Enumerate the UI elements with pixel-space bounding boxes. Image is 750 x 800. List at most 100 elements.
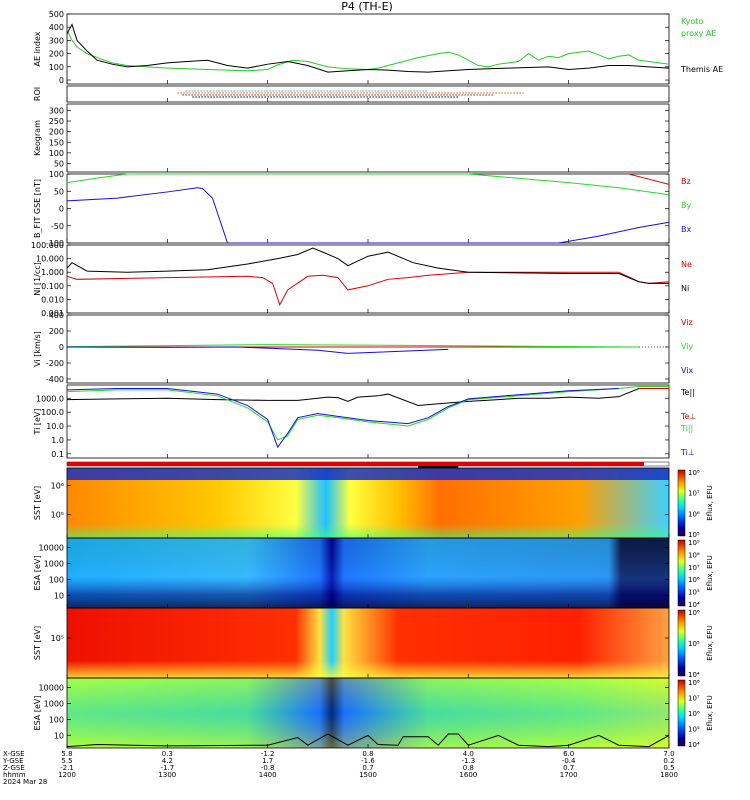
series-temperature-te- bbox=[66, 388, 669, 407]
legend-temperature-2: Te⊥ bbox=[680, 412, 696, 421]
label-layer: AE index0100200300400500ROIKeogram501001… bbox=[31, 10, 723, 749]
series-temperature-ti- bbox=[66, 386, 669, 441]
keogram-background bbox=[67, 104, 669, 172]
colorbar-label-sst-i: Eflux, EFU bbox=[706, 625, 714, 660]
colorbar-tick-esa-e: 10⁹ bbox=[688, 539, 700, 547]
ytick-label-keogram: 100 bbox=[49, 149, 64, 158]
orbit-value: 1200 bbox=[58, 771, 76, 779]
ytick-label-density: 0.010 bbox=[41, 295, 64, 304]
ytick-label-keogram: 300 bbox=[49, 106, 64, 115]
ytick-label-keogram: 150 bbox=[49, 138, 64, 147]
series-density-ni bbox=[66, 247, 669, 284]
ytick-label-temperature: 0.1 bbox=[51, 450, 64, 459]
legend-ae-4: Themis AE bbox=[680, 65, 723, 74]
ytick-label-sst-e: 10⁵ bbox=[51, 511, 64, 520]
ytick-label-esa-i: 100 bbox=[49, 715, 64, 724]
orbit-row-label: 2024 Mar 28 bbox=[3, 778, 47, 786]
orbit-value: 1600 bbox=[459, 771, 477, 779]
legend-velocity-0: Viz bbox=[681, 318, 693, 327]
ytick-label-sst-e: 10⁶ bbox=[51, 482, 64, 491]
orbit-value: 0.2 bbox=[663, 757, 674, 765]
colorbar-tick-sst-e: 10⁸ bbox=[688, 469, 700, 477]
esa-i-contour-line bbox=[66, 733, 670, 748]
ylabel-temperature: Ti [eV] bbox=[33, 408, 42, 435]
ytick-label-velocity: 400 bbox=[49, 311, 64, 320]
spectrogram-esa-i-shade bbox=[67, 678, 669, 748]
series-velocity-viy bbox=[66, 344, 639, 348]
spectrogram-layer bbox=[67, 104, 669, 748]
orbit-value: -1.6 bbox=[361, 757, 375, 765]
series-ae-kyoto-proxy-ae bbox=[66, 29, 670, 72]
orbit-row-label: X-GSE bbox=[3, 750, 25, 758]
ytick-label-ae: 400 bbox=[49, 23, 64, 32]
ylabel-roi: ROI bbox=[33, 87, 42, 101]
ylabel-esa-i: ESA [eV] bbox=[33, 696, 42, 731]
orbit-value: -1.7 bbox=[160, 764, 174, 772]
panel-frame-ae bbox=[66, 13, 670, 85]
colorbar-tick-esa-e: 10⁵ bbox=[688, 589, 700, 597]
ytick-label-density: 100.000 bbox=[31, 241, 64, 250]
series-bfield-bx bbox=[66, 187, 670, 244]
orbit-row-label: Y-GSE bbox=[2, 757, 24, 765]
ytick-label-velocity: 200 bbox=[49, 327, 64, 336]
ytick-label-esa-i: 10 bbox=[54, 731, 64, 740]
ytick-label-bfield: 0 bbox=[59, 205, 64, 214]
colorbar-tick-esa-i: 10⁷ bbox=[688, 695, 700, 703]
ytick-label-esa-i: 1000 bbox=[44, 699, 64, 708]
colorbar-esa-e bbox=[677, 539, 686, 607]
ytick-label-keogram: 50 bbox=[54, 160, 64, 169]
orbit-value: 0.5 bbox=[663, 764, 674, 772]
ylabel-sst-e: SST [eV] bbox=[33, 486, 42, 520]
ytick-label-bfield: 50 bbox=[54, 187, 64, 196]
ylabel-sst-i: SST [eV] bbox=[33, 626, 42, 660]
colorbar-esa-i bbox=[677, 679, 686, 747]
colorbar-tick-sst-i: 10⁵ bbox=[688, 640, 700, 648]
ytick-label-density: 1.000 bbox=[41, 268, 64, 277]
ytick-label-density: 10.000 bbox=[36, 255, 64, 264]
ytick-label-ae: 100 bbox=[49, 63, 64, 72]
colorbar-tick-esa-e: 10⁶ bbox=[688, 576, 700, 584]
ytick-label-ae: 500 bbox=[49, 10, 64, 19]
panel-layer bbox=[66, 13, 686, 749]
ytick-label-velocity: -400 bbox=[46, 375, 64, 384]
ytick-label-bfield: -100 bbox=[46, 239, 64, 248]
colorbar-tick-esa-e: 10⁸ bbox=[688, 551, 700, 559]
spectrogram-esa-e-shade bbox=[67, 538, 669, 608]
ytick-label-ae: 0 bbox=[59, 76, 64, 85]
ytick-label-keogram: 250 bbox=[49, 117, 64, 126]
legend-temperature-5: Ti⊥ bbox=[680, 448, 695, 457]
ylabel-density: Ni [1/cc] bbox=[33, 262, 42, 296]
legend-ae-0: Kyoto bbox=[681, 17, 703, 26]
ytick-label-esa-e: 100 bbox=[49, 575, 64, 584]
orbit-value: -2.1 bbox=[60, 764, 74, 772]
legend-bfield-0: Bz bbox=[681, 177, 691, 186]
colorbar-label-esa-i: Eflux, EFU bbox=[706, 695, 714, 730]
legend-bfield-2: By bbox=[681, 201, 691, 210]
orbit-value: 1.7 bbox=[262, 757, 273, 765]
colorbar-tick-esa-i: 10⁴ bbox=[688, 741, 700, 749]
panel-frame-velocity bbox=[66, 314, 670, 384]
orbit-value: 0.3 bbox=[162, 750, 173, 758]
orbit-row-label: Z-GSE bbox=[3, 764, 25, 772]
orbit-value: 0.7 bbox=[362, 764, 373, 772]
colorbar-tick-esa-i: 10⁶ bbox=[688, 710, 700, 718]
colorbar-label-esa-e: Eflux, EFU bbox=[706, 555, 714, 590]
orbit-value: 1800 bbox=[660, 771, 678, 779]
ytick-label-esa-e: 1000 bbox=[44, 559, 64, 568]
series-velocity-vix bbox=[66, 346, 449, 354]
ylabel-esa-e: ESA [eV] bbox=[33, 556, 42, 591]
legend-ae-1: proxy AE bbox=[681, 29, 716, 38]
ytick-label-keogram: 200 bbox=[49, 128, 64, 137]
coverage-bar-fill bbox=[67, 462, 644, 466]
series-temperature-ti- bbox=[66, 388, 619, 449]
colorbar-tick-sst-e: 10⁵ bbox=[688, 531, 700, 539]
series-bfield-by bbox=[66, 173, 670, 196]
orbit-value: 4.2 bbox=[162, 757, 173, 765]
orbit-value: -1.3 bbox=[461, 757, 475, 765]
ytick-label-temperature: 10.0 bbox=[46, 422, 64, 431]
panel-frame-bfield bbox=[66, 173, 670, 244]
coverage-bar-mark bbox=[418, 466, 459, 468]
colorbar-sst-e bbox=[677, 469, 686, 537]
